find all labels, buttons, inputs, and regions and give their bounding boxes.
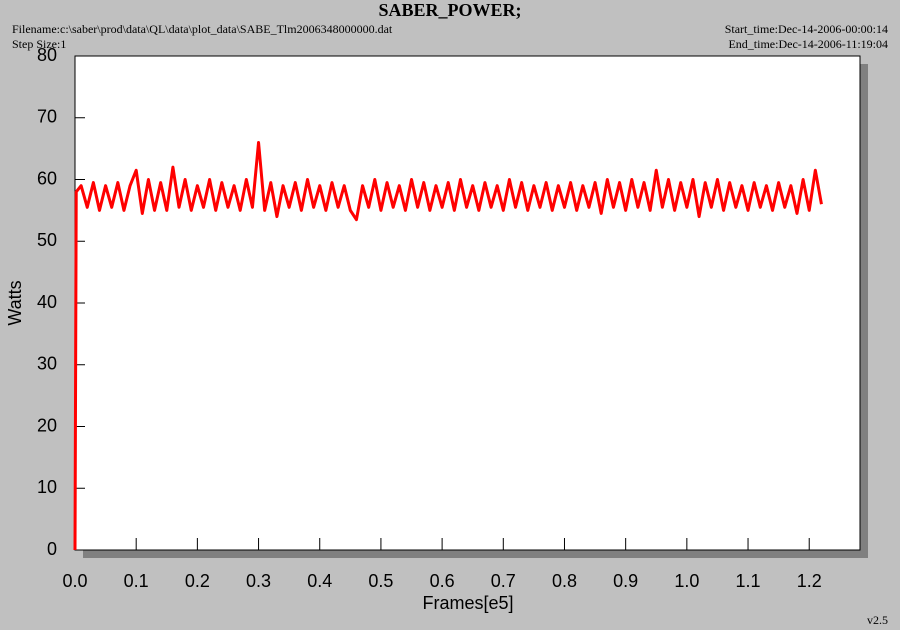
y-tick-label: 30 xyxy=(37,354,57,374)
y-tick-label: 80 xyxy=(37,45,57,65)
y-tick-label: 70 xyxy=(37,107,57,127)
chart-title: SABER_POWER; xyxy=(378,0,521,20)
x-tick-label: 0.8 xyxy=(552,571,577,591)
start-time: Start_time:Dec-14-2006-00:00:14 xyxy=(725,22,888,36)
step-size: Step Size:1 xyxy=(12,37,66,51)
y-tick-label: 20 xyxy=(37,415,57,435)
x-tick-label: 1.1 xyxy=(736,571,761,591)
y-tick-label: 40 xyxy=(37,292,57,312)
y-tick-label: 0 xyxy=(47,539,57,559)
filename: Filename:c:\saber\prod\data\QL\data\plot… xyxy=(12,22,393,36)
version: v2.5 xyxy=(867,613,888,627)
x-tick-label: 0.7 xyxy=(491,571,516,591)
x-tick-label: 0.9 xyxy=(613,571,638,591)
x-tick-label: 0.3 xyxy=(246,571,271,591)
data-line xyxy=(73,140,823,551)
x-tick-label: 0.6 xyxy=(430,571,455,591)
x-tick-label: 1.2 xyxy=(797,571,822,591)
end-time: End_time:Dec-14-2006-11:19:04 xyxy=(728,37,888,51)
x-tick-label: 1.0 xyxy=(674,571,699,591)
x-axis-label: Frames[e5] xyxy=(422,593,513,613)
plot-area xyxy=(74,55,861,551)
x-tick-label: 0.1 xyxy=(124,571,149,591)
y-tick-label: 10 xyxy=(37,477,57,497)
y-tick-label: 60 xyxy=(37,168,57,188)
x-tick-label: 0.0 xyxy=(62,571,87,591)
x-tick-label: 0.5 xyxy=(368,571,393,591)
y-axis-label: Watts xyxy=(5,280,25,325)
y-tick-label: 50 xyxy=(37,230,57,250)
x-tick-label: 0.2 xyxy=(185,571,210,591)
x-tick-label: 0.4 xyxy=(307,571,332,591)
